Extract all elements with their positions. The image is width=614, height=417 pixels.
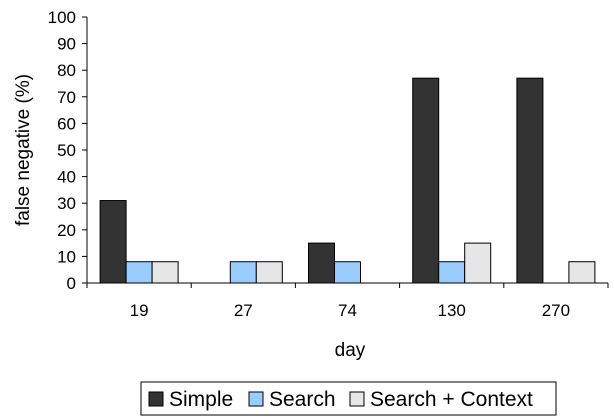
y-tick-label: 20 (57, 221, 76, 240)
x-tick-labels: 19 27 74 130 270 (130, 301, 570, 320)
legend-label-search: Search (269, 388, 336, 411)
x-tick-label: 270 (542, 301, 570, 320)
legend-swatch-search (248, 391, 264, 407)
y-tick-label: 40 (57, 168, 76, 187)
bar-search-context-27 (255, 261, 283, 284)
bars (99, 77, 596, 284)
legend-label-search-context: Search + Context (370, 388, 533, 411)
bar-search-130 (438, 261, 466, 284)
y-tick-label: 100 (48, 8, 76, 27)
bar-search-context-130 (464, 242, 492, 284)
bar-simple-270 (516, 77, 544, 284)
x-tick-label: 27 (234, 301, 253, 320)
y-tick-label: 30 (57, 194, 76, 213)
bar-search-context-19 (151, 261, 179, 284)
legend-box (140, 381, 557, 416)
y-tick-label: 60 (57, 114, 76, 133)
bar-search-27 (229, 261, 257, 284)
bar-search-context-270 (568, 261, 596, 284)
x-tick-label: 74 (338, 301, 357, 320)
x-tick-label: 130 (438, 301, 466, 320)
y-axis-label: false negative (%) (13, 74, 34, 226)
bar-simple-130 (412, 77, 440, 284)
y-tick-label: 50 (57, 141, 76, 160)
axes (82, 16, 609, 288)
bar-search-74 (334, 261, 361, 284)
legend-label-simple: Simple (169, 388, 233, 411)
y-tick-labels: 0 10 20 30 40 50 60 70 80 90 100 (48, 8, 76, 293)
x-tick-label: 19 (130, 301, 149, 320)
bar-simple-19 (99, 200, 127, 284)
bar-search-19 (125, 261, 153, 284)
legend: Simple Search Search + Context (140, 381, 557, 416)
y-tick-label: 90 (57, 35, 76, 54)
legend-swatch-search-context (349, 391, 365, 407)
bar-simple-74 (308, 242, 335, 284)
y-tick-label: 10 (57, 247, 76, 266)
y-tick-label: 70 (57, 88, 76, 107)
y-tick-label: 0 (67, 274, 76, 293)
y-tick-label: 80 (57, 61, 76, 80)
x-axis-label: day (335, 340, 366, 361)
legend-swatch-simple (148, 391, 164, 407)
